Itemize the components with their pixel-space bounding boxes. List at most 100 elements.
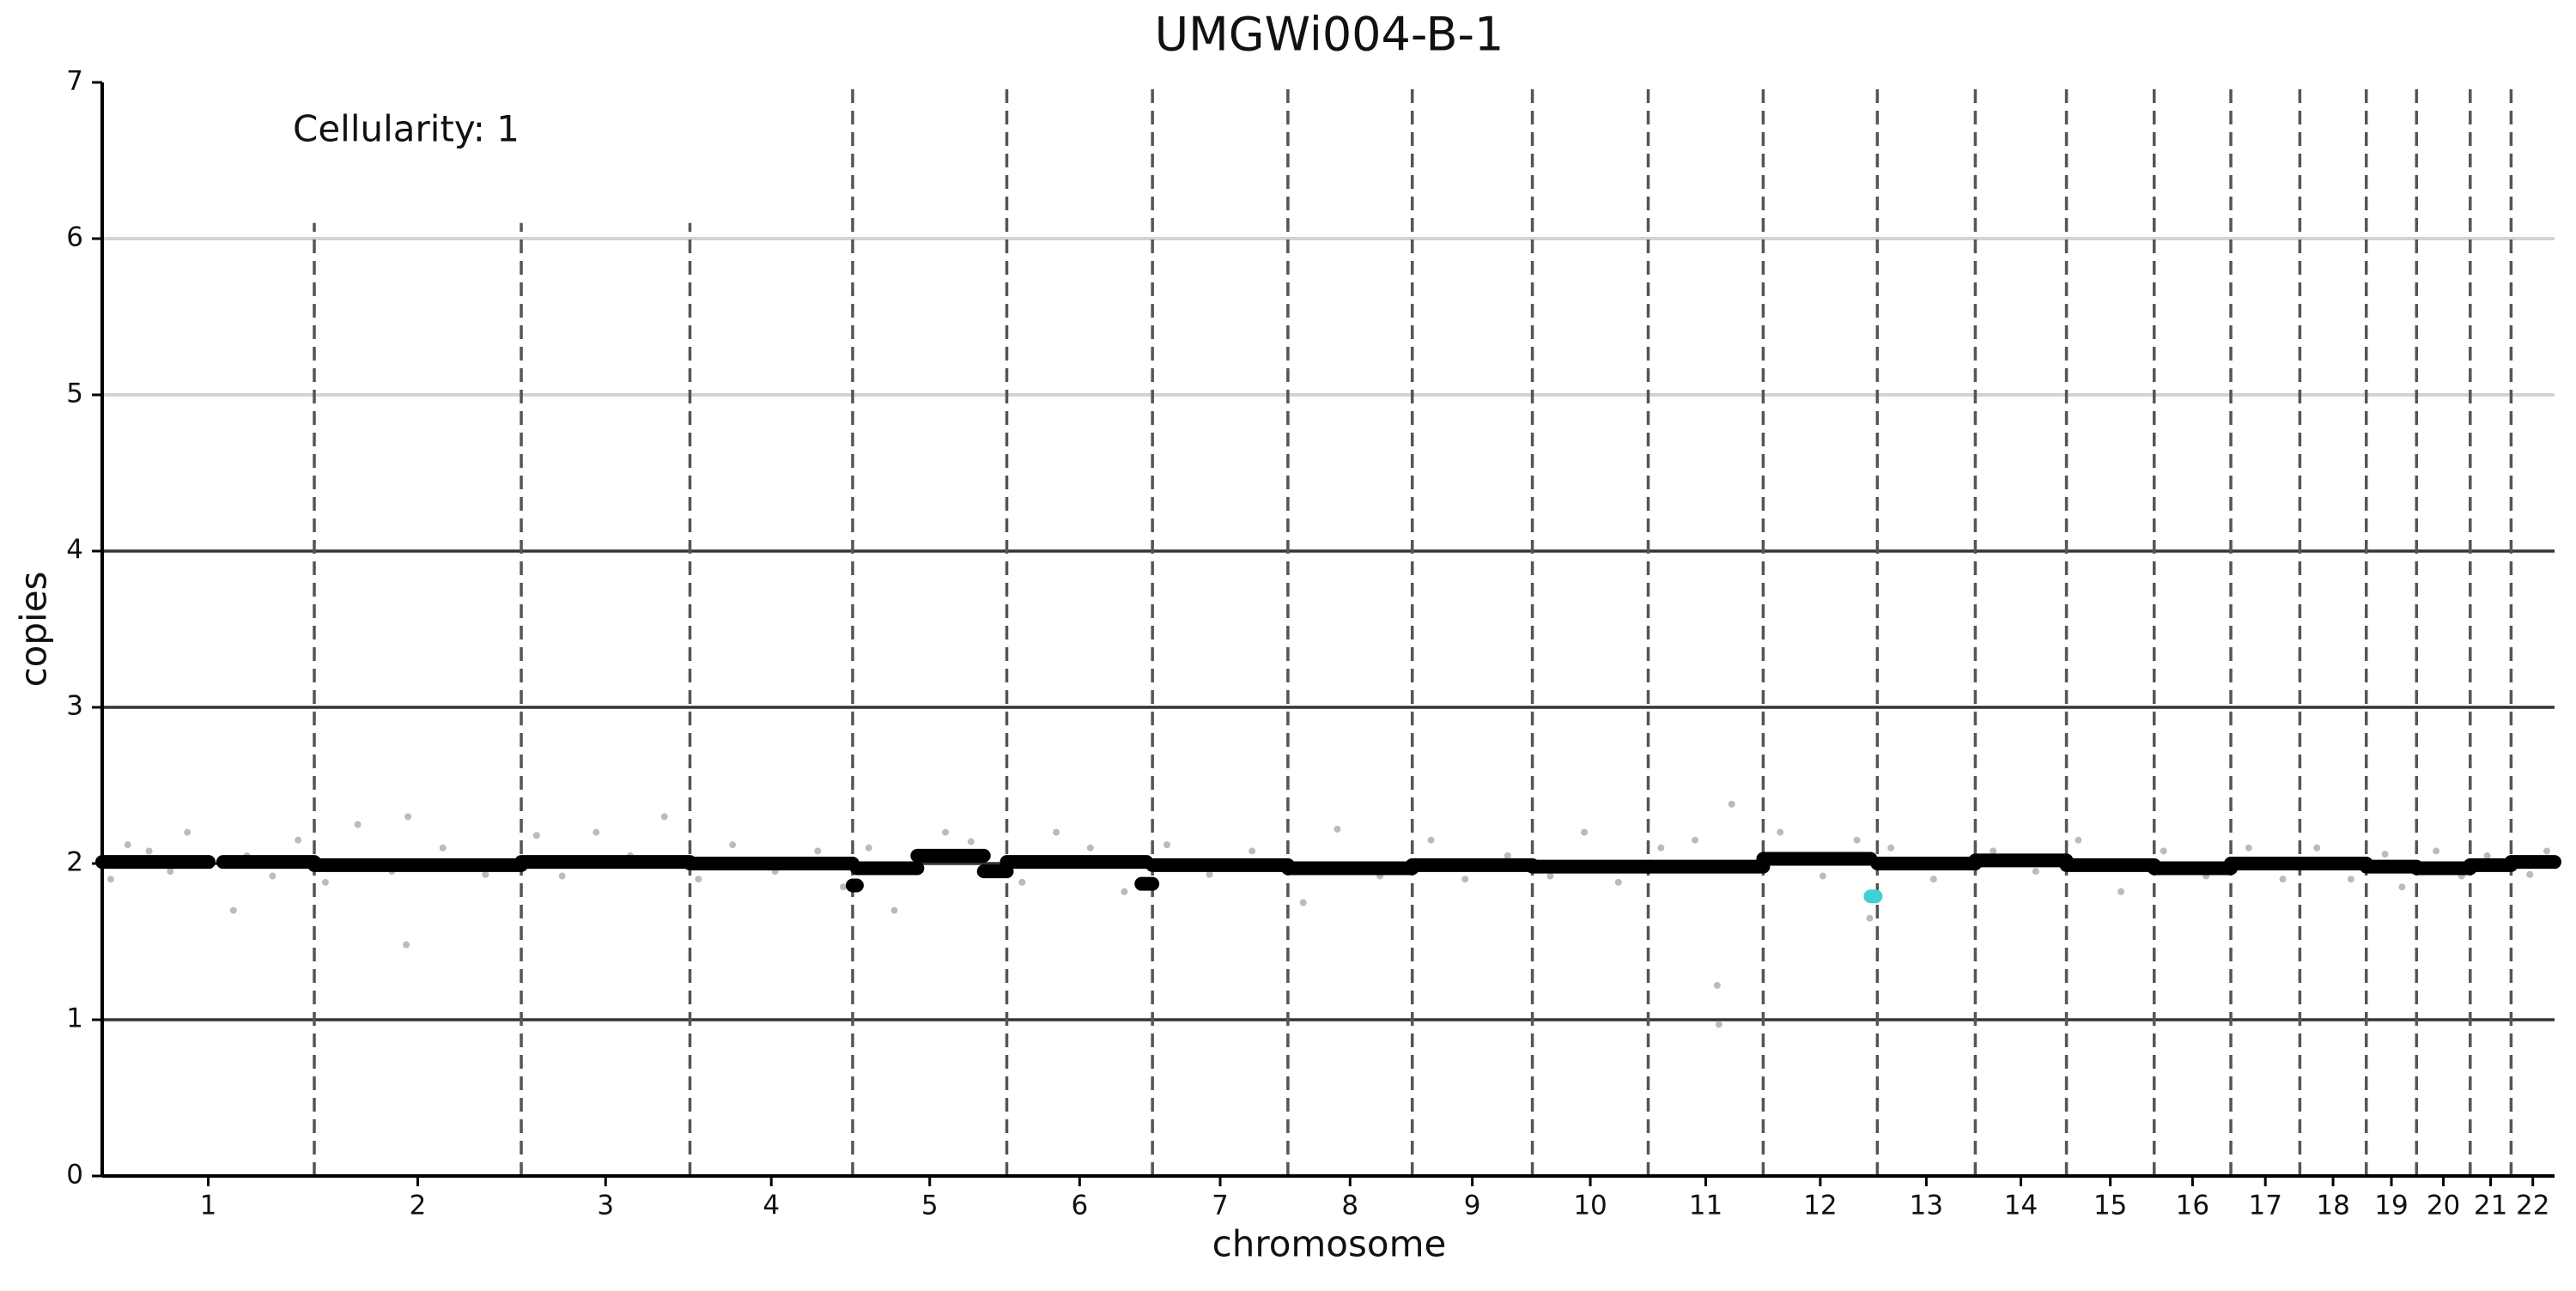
copy-point xyxy=(814,847,822,855)
copy-point xyxy=(1715,1021,1722,1028)
copy-point xyxy=(269,872,276,880)
y-tick-label: 5 xyxy=(66,379,83,409)
x-tick-label: 6 xyxy=(1071,1191,1088,1221)
x-tick-label: 17 xyxy=(2248,1191,2281,1221)
copy-point xyxy=(1853,836,1861,844)
copy-point xyxy=(1163,841,1171,849)
x-tick-label: 15 xyxy=(2093,1191,2127,1221)
x-tick-label: 21 xyxy=(2474,1191,2507,1221)
copy-point xyxy=(106,876,114,883)
copy-point xyxy=(124,841,131,849)
copy-point xyxy=(1461,876,1469,883)
x-tick-label: 11 xyxy=(1689,1191,1722,1221)
copy-point xyxy=(729,841,737,849)
y-tick-label: 6 xyxy=(66,222,83,253)
chart-title: UMGWi004-B-1 xyxy=(1155,8,1504,62)
copy-point xyxy=(1728,800,1735,808)
copy-point xyxy=(1581,828,1589,836)
copy-point xyxy=(2160,847,2167,855)
copy-point xyxy=(2075,836,2082,844)
x-tick-label: 9 xyxy=(1464,1191,1481,1221)
copy-point xyxy=(1887,844,1895,852)
copy-point xyxy=(1657,844,1665,852)
copy-point xyxy=(1777,828,1784,836)
copy-point xyxy=(967,838,975,846)
copy-point xyxy=(1819,872,1826,880)
copy-point xyxy=(1504,852,1511,859)
x-tick-label: 7 xyxy=(1212,1191,1229,1221)
copy-point xyxy=(2117,888,2125,895)
copy-point xyxy=(1334,825,1341,833)
copy-point xyxy=(1427,836,1435,844)
copy-point xyxy=(1929,876,1937,883)
copy-point xyxy=(1713,981,1721,989)
copy-point xyxy=(229,906,237,914)
x-tick-label: 19 xyxy=(2374,1191,2408,1221)
copy-point xyxy=(1206,870,1213,878)
y-tick-label: 0 xyxy=(66,1160,83,1191)
copy-point xyxy=(1299,899,1307,906)
y-tick-label: 2 xyxy=(66,847,83,878)
y-tick-label: 7 xyxy=(66,66,83,97)
x-tick-label: 16 xyxy=(2176,1191,2209,1221)
x-tick-label: 20 xyxy=(2427,1191,2460,1221)
copy-point xyxy=(482,870,489,878)
copy-point xyxy=(1053,828,1060,836)
x-tick-label: 12 xyxy=(1803,1191,1837,1221)
x-tick-label: 8 xyxy=(1341,1191,1358,1221)
copy-point xyxy=(321,878,329,886)
x-tick-label: 1 xyxy=(200,1191,217,1221)
copy-point xyxy=(354,821,361,828)
copy-point xyxy=(2032,868,2039,876)
copy-point xyxy=(532,832,540,839)
copy-point xyxy=(1086,844,1094,852)
copy-point xyxy=(2398,883,2406,891)
copy-point xyxy=(2526,870,2534,878)
copy-point xyxy=(942,828,950,836)
copy-point xyxy=(865,844,872,852)
x-tick-label: 3 xyxy=(597,1191,614,1221)
copy-point xyxy=(1546,872,1554,880)
copy-point xyxy=(2433,847,2440,855)
x-axis-label: chromosome xyxy=(1212,1223,1447,1265)
copy-point xyxy=(2245,844,2252,852)
copy-point xyxy=(558,872,566,880)
copy-point xyxy=(2543,847,2551,855)
copy-point xyxy=(695,876,702,883)
copy-point xyxy=(1866,914,1874,922)
copy-point xyxy=(592,828,600,836)
x-tick-label: 4 xyxy=(762,1191,780,1221)
y-tick-label: 3 xyxy=(66,691,83,722)
x-tick-label: 14 xyxy=(2004,1191,2038,1221)
copy-point xyxy=(660,813,668,821)
copy-point xyxy=(145,847,153,855)
copy-point xyxy=(1121,888,1128,895)
copy-point xyxy=(1018,878,1026,886)
copy-point xyxy=(1249,847,1256,855)
x-tick-label: 22 xyxy=(2516,1191,2549,1221)
copy-point xyxy=(2347,876,2354,883)
x-tick-label: 10 xyxy=(1573,1191,1607,1221)
copy-point xyxy=(295,836,302,844)
copy-point xyxy=(404,813,412,821)
y-tick-label: 4 xyxy=(66,535,83,566)
copy-point xyxy=(1614,878,1622,886)
copy-point xyxy=(184,828,191,836)
copy-point xyxy=(2381,851,2389,858)
copy-point xyxy=(167,868,174,876)
x-tick-label: 18 xyxy=(2316,1191,2349,1221)
copy-point xyxy=(890,906,898,914)
copy-point xyxy=(2313,844,2321,852)
x-tick-label: 5 xyxy=(921,1191,939,1221)
y-tick-label: 1 xyxy=(66,1003,83,1034)
copy-point xyxy=(840,883,848,891)
x-tick-label: 2 xyxy=(410,1191,427,1221)
annotation: Cellularity: 1 xyxy=(293,108,519,150)
copy-point xyxy=(2279,876,2287,883)
copy-point xyxy=(403,941,410,949)
copy-point xyxy=(2483,852,2491,859)
copy-point xyxy=(1990,847,1997,855)
y-axis-label: copies xyxy=(13,572,55,688)
